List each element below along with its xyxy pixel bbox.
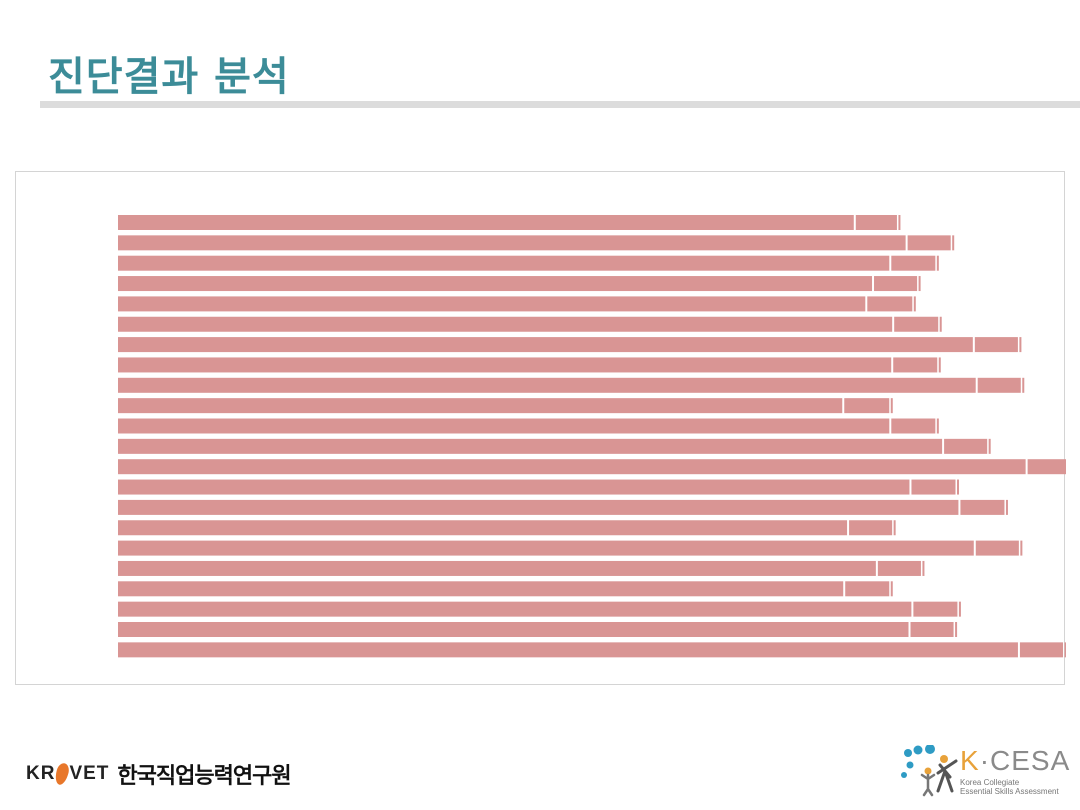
bar-main-6 xyxy=(118,316,893,332)
bar-main-3 xyxy=(118,255,890,271)
kcesa-wordmark: K·CESA xyxy=(960,745,1071,776)
bar-main-22 xyxy=(118,642,1018,658)
bar-cap-1 xyxy=(898,215,901,230)
kcesa-figures-icon xyxy=(901,745,958,797)
bar-extension-20 xyxy=(913,601,958,617)
bar-extension-6 xyxy=(894,316,939,332)
bar-main-13 xyxy=(118,459,1026,475)
krivet-wordmark: KR VET xyxy=(26,761,110,787)
bar-extension-9 xyxy=(977,377,1021,393)
bar-main-12 xyxy=(118,438,943,454)
bar-main-19 xyxy=(118,581,844,597)
bar-cap-15 xyxy=(1005,499,1008,515)
bar-extension-17 xyxy=(975,540,1019,556)
bar-cap-16 xyxy=(893,520,896,536)
bar-main-4 xyxy=(118,276,873,292)
bar-extension-8 xyxy=(893,357,938,373)
bar-cap-12 xyxy=(988,438,991,454)
bar-main-5 xyxy=(118,296,866,312)
kcesa-subtitle: Korea Collegiate Essential Skills Assess… xyxy=(960,778,1059,796)
bar-cap-8 xyxy=(938,357,941,373)
title-divider xyxy=(40,101,1080,108)
bar-extension-2 xyxy=(907,235,951,251)
bar-cap-7 xyxy=(1019,337,1022,353)
bar-extension-22 xyxy=(1019,642,1064,658)
bar-main-20 xyxy=(118,601,912,617)
bar-extension-13 xyxy=(1027,459,1066,475)
bar-main-17 xyxy=(118,540,974,556)
bar-extension-10 xyxy=(844,398,890,414)
bar-main-8 xyxy=(118,357,892,373)
bar-extension-7 xyxy=(974,337,1018,353)
bar-extension-14 xyxy=(911,479,956,495)
bar-main-10 xyxy=(118,398,843,414)
bar-chart xyxy=(118,215,1066,658)
bar-cap-9 xyxy=(1022,377,1025,393)
bar-cap-3 xyxy=(936,255,939,271)
krivet-text-left: KR xyxy=(26,763,56,784)
bar-main-7 xyxy=(118,337,973,353)
bar-extension-18 xyxy=(877,560,921,576)
bar-cap-4 xyxy=(918,276,921,292)
bar-cap-19 xyxy=(890,581,893,597)
kcesa-logo: K·CESA Korea Collegiate Essential Skills… xyxy=(900,745,1070,800)
krivet-logo: KR VET 한국직업능력연구원 xyxy=(26,756,292,792)
bar-extension-4 xyxy=(874,276,918,292)
bar-cap-5 xyxy=(913,296,916,312)
bar-extension-21 xyxy=(910,622,954,637)
bar-main-11 xyxy=(118,418,890,434)
bar-main-1 xyxy=(118,215,854,230)
bar-main-15 xyxy=(118,499,959,515)
bar-main-18 xyxy=(118,560,876,576)
bar-cap-17 xyxy=(1020,540,1023,556)
chart-frame xyxy=(15,171,1066,685)
bar-cap-6 xyxy=(939,316,942,332)
bar-cap-2 xyxy=(952,235,955,251)
bar-cap-18 xyxy=(922,560,925,576)
bar-extension-12 xyxy=(944,438,988,454)
bar-cap-20 xyxy=(958,601,961,617)
bar-main-9 xyxy=(118,377,976,393)
bar-main-21 xyxy=(118,622,909,637)
bar-extension-16 xyxy=(849,520,893,536)
bar-extension-11 xyxy=(891,418,936,434)
bar-extension-5 xyxy=(867,296,913,312)
bar-extension-19 xyxy=(845,581,890,597)
bar-cap-10 xyxy=(890,398,893,414)
slide-title: 진단결과 분석 xyxy=(48,54,290,100)
bar-main-16 xyxy=(118,520,848,536)
bar-extension-3 xyxy=(891,255,936,271)
bar-cap-14 xyxy=(957,479,959,495)
bar-cap-22 xyxy=(1064,642,1066,658)
bar-extension-1 xyxy=(855,215,897,230)
krivet-text-right: VET xyxy=(69,763,110,784)
bar-cap-11 xyxy=(936,418,939,434)
bar-main-14 xyxy=(118,479,910,495)
bar-extension-15 xyxy=(960,499,1005,515)
org-name: 한국직업능력연구원 xyxy=(117,764,291,789)
bar-main-2 xyxy=(118,235,906,251)
bar-cap-21 xyxy=(955,622,958,637)
